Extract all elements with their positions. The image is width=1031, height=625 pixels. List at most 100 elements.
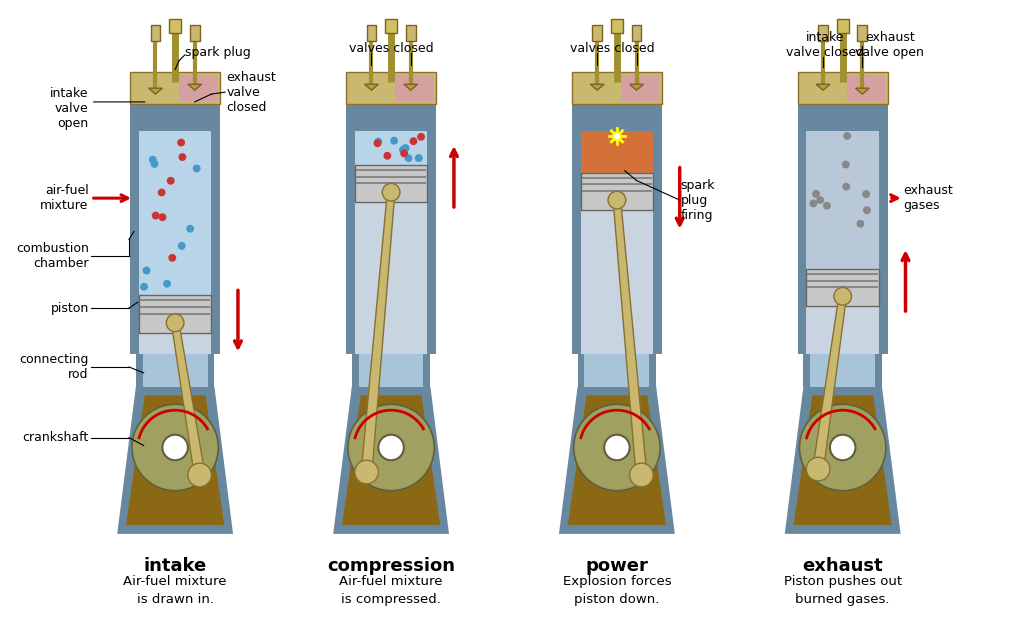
Bar (130, 104, 221, 354)
Bar (798, 72, 888, 104)
Circle shape (400, 149, 408, 158)
Text: Air-fuel mixture
is compressed.: Air-fuel mixture is compressed. (339, 575, 443, 606)
Circle shape (834, 288, 852, 305)
Text: compression: compression (327, 558, 455, 576)
Bar (572, 104, 662, 354)
Circle shape (166, 314, 184, 332)
Circle shape (162, 435, 188, 460)
Bar (151, 26, 161, 41)
Text: intake
valve closed: intake valve closed (786, 31, 864, 59)
Bar (179, 76, 218, 101)
Circle shape (177, 139, 185, 146)
Text: exhaust
gases: exhaust gases (903, 184, 954, 212)
Bar (190, 26, 200, 41)
Circle shape (193, 164, 201, 172)
Circle shape (608, 191, 626, 209)
Circle shape (168, 316, 182, 329)
Text: intake
valve
open: intake valve open (51, 88, 89, 130)
Polygon shape (559, 387, 675, 534)
Bar (395, 76, 433, 101)
Bar (355, 131, 428, 354)
Bar (142, 354, 207, 387)
Text: exhaust: exhaust (802, 558, 883, 576)
Text: Air-fuel mixture
is drawn in.: Air-fuel mixture is drawn in. (124, 575, 227, 606)
Polygon shape (148, 88, 162, 94)
Circle shape (418, 133, 425, 141)
Circle shape (823, 202, 831, 209)
Polygon shape (794, 396, 892, 525)
Circle shape (401, 144, 409, 152)
Circle shape (152, 212, 160, 219)
Bar (798, 104, 888, 354)
Polygon shape (342, 396, 440, 525)
Bar (580, 210, 654, 354)
Bar (577, 354, 656, 387)
Bar (846, 76, 885, 101)
Circle shape (178, 153, 187, 161)
Circle shape (385, 186, 398, 199)
Circle shape (812, 190, 820, 198)
Bar (585, 354, 650, 387)
Text: combustion
chamber: combustion chamber (15, 242, 89, 270)
Circle shape (159, 213, 166, 221)
Bar (139, 296, 211, 333)
Polygon shape (171, 322, 205, 476)
Bar (803, 354, 882, 387)
Circle shape (177, 242, 186, 250)
Text: exhaust
valve open: exhaust valve open (856, 31, 924, 59)
Bar (406, 26, 415, 41)
Bar (139, 131, 211, 354)
Circle shape (414, 154, 423, 162)
Circle shape (399, 146, 407, 154)
Bar (346, 104, 436, 354)
Text: Piston pushes out
burned gases.: Piston pushes out burned gases. (784, 575, 902, 606)
Polygon shape (568, 396, 666, 525)
Circle shape (842, 161, 850, 169)
Bar (355, 131, 428, 165)
Circle shape (168, 254, 176, 262)
Bar (819, 26, 828, 41)
Bar (806, 131, 879, 354)
Text: connecting
rod: connecting rod (20, 353, 89, 381)
Text: Explosion forces
piston down.: Explosion forces piston down. (563, 575, 671, 606)
Text: spark
plug
firing: spark plug firing (680, 179, 716, 222)
Polygon shape (630, 84, 643, 90)
Polygon shape (361, 192, 395, 472)
Circle shape (355, 460, 378, 484)
Circle shape (140, 282, 148, 291)
Text: exhaust
valve
closed: exhaust valve closed (226, 71, 276, 114)
Bar (572, 72, 662, 104)
Text: crankshaft: crankshaft (23, 431, 89, 444)
Bar (130, 72, 221, 104)
Bar (593, 26, 602, 41)
Circle shape (830, 435, 856, 460)
Text: piston: piston (51, 302, 89, 314)
Polygon shape (613, 200, 646, 476)
Polygon shape (856, 88, 869, 94)
Polygon shape (188, 84, 202, 90)
Circle shape (863, 206, 871, 214)
Circle shape (817, 196, 824, 204)
Bar (169, 19, 181, 33)
Circle shape (630, 463, 654, 487)
Text: spark plug: spark plug (185, 46, 251, 59)
Bar (386, 19, 397, 33)
Circle shape (633, 466, 651, 484)
Polygon shape (591, 84, 604, 90)
Polygon shape (333, 387, 450, 534)
Bar (355, 202, 428, 354)
Circle shape (142, 267, 151, 274)
Text: intake: intake (143, 558, 207, 576)
Circle shape (857, 220, 864, 228)
Circle shape (384, 152, 392, 160)
Circle shape (613, 132, 621, 140)
Bar (810, 354, 875, 387)
Circle shape (809, 460, 827, 478)
Text: power: power (586, 558, 648, 576)
Polygon shape (785, 387, 901, 534)
Circle shape (806, 458, 830, 481)
Bar (580, 131, 654, 173)
Text: valves closed: valves closed (348, 42, 433, 56)
Bar (611, 19, 623, 33)
Circle shape (148, 156, 157, 164)
